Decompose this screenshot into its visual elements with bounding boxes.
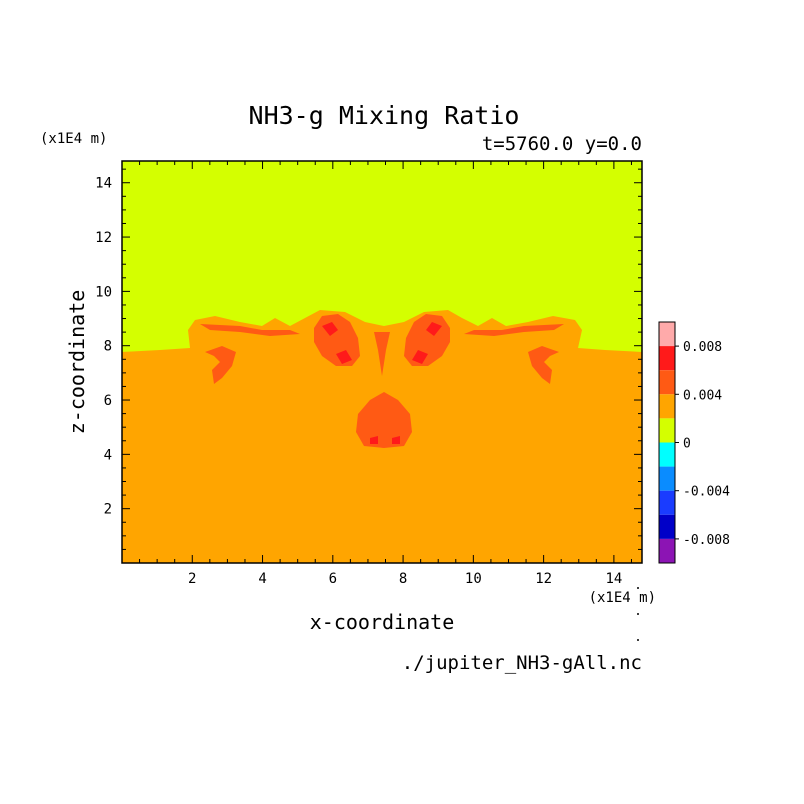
colorbar-bin [659, 322, 675, 347]
chart-subtitle: t=5760.0 y=0.0 [482, 133, 642, 155]
x-tick-label: 10 [465, 571, 482, 587]
colorbar-bin [659, 418, 675, 443]
y-tick-label: 12 [95, 230, 112, 246]
colorbar-bin [659, 538, 675, 563]
y-tick-label: 4 [104, 447, 112, 463]
colorbar-bin [659, 490, 675, 515]
colorbar-tick-label: -0.008 [683, 533, 730, 548]
x-tick-label: 2 [188, 571, 196, 587]
y-tick-label: 10 [95, 284, 112, 300]
feature-left-arm [200, 324, 300, 384]
colorbar-bin [659, 514, 675, 539]
x-unit-label: (x1E4 m) [589, 590, 656, 606]
x-tick-label: 14 [605, 571, 622, 587]
x-tick-label: 8 [399, 571, 407, 587]
colorbar-bin [659, 346, 675, 371]
x-tick-label: 12 [535, 571, 552, 587]
y-tick-label: 14 [95, 176, 112, 192]
feature-left-lobe [314, 314, 360, 366]
colorbar-tick-label: 0.008 [683, 340, 722, 355]
x-axis-ticks: 2 4 6 8 10 12 14 [139, 161, 632, 587]
y-tick-label: 6 [104, 393, 112, 409]
y-axis-ticks: 2 4 6 8 10 12 14 [95, 168, 642, 550]
feature-blob [356, 392, 412, 448]
x-tick-label: 6 [329, 571, 337, 587]
y-tick-label: 2 [104, 502, 112, 518]
colorbar: 0.008 0.004 0 -0.004 -0.008 [658, 321, 730, 564]
feature-center-spike [374, 332, 390, 376]
colorbar-tick-label: -0.004 [683, 485, 730, 500]
source-file: ./jupiter_NH3-gAll.nc [402, 652, 642, 674]
y-unit-label: (x1E4 m) [40, 131, 107, 147]
colorbar-bin [659, 370, 675, 395]
y-tick-label: 8 [104, 339, 112, 355]
x-axis-title: x-coordinate [310, 610, 455, 634]
marker-dots [637, 587, 639, 641]
plot-area [121, 160, 643, 564]
feature-right-arm [464, 324, 564, 384]
plot-frame [121, 160, 643, 564]
colorbar-bin [659, 466, 675, 491]
colorbar-tick-label: 0.004 [683, 388, 722, 403]
y-axis-title: z-coordinate [65, 290, 89, 435]
colorbar-bin [659, 442, 675, 467]
chart-title: NH3-g Mixing Ratio [249, 101, 520, 130]
colorbar-bin [659, 394, 675, 419]
feature-right-lobe [404, 314, 450, 366]
colorbar-tick-label: 0 [683, 437, 691, 452]
x-tick-label: 4 [258, 571, 266, 587]
